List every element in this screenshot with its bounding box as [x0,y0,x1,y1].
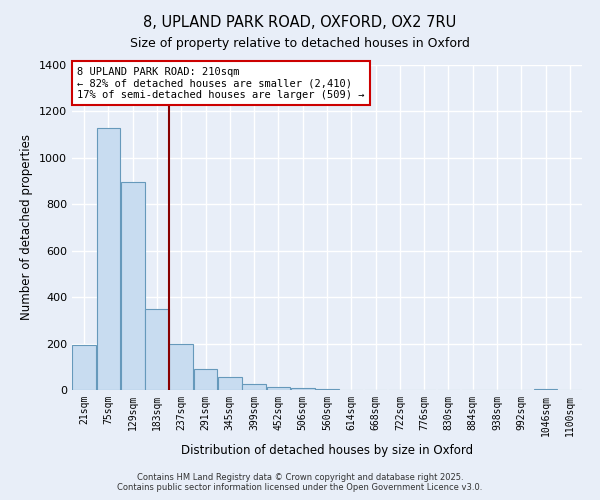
Bar [194,368,217,390]
Bar [533,389,557,390]
Bar [242,384,266,390]
Y-axis label: Number of detached properties: Number of detached properties [20,134,34,320]
X-axis label: Distribution of detached houses by size in Oxford: Distribution of detached houses by size … [181,444,473,458]
Text: 8 UPLAND PARK ROAD: 210sqm
← 82% of detached houses are smaller (2,410)
17% of s: 8 UPLAND PARK ROAD: 210sqm ← 82% of deta… [77,66,365,100]
Bar [266,386,290,390]
Bar [97,128,121,390]
Bar [121,182,145,390]
Bar [72,344,96,390]
Bar [315,389,339,390]
Bar [218,376,242,390]
Bar [291,388,314,390]
Bar [169,344,193,390]
Bar [145,308,169,390]
Text: Contains HM Land Registry data © Crown copyright and database right 2025.
Contai: Contains HM Land Registry data © Crown c… [118,473,482,492]
Text: 8, UPLAND PARK ROAD, OXFORD, OX2 7RU: 8, UPLAND PARK ROAD, OXFORD, OX2 7RU [143,15,457,30]
Text: Size of property relative to detached houses in Oxford: Size of property relative to detached ho… [130,38,470,51]
